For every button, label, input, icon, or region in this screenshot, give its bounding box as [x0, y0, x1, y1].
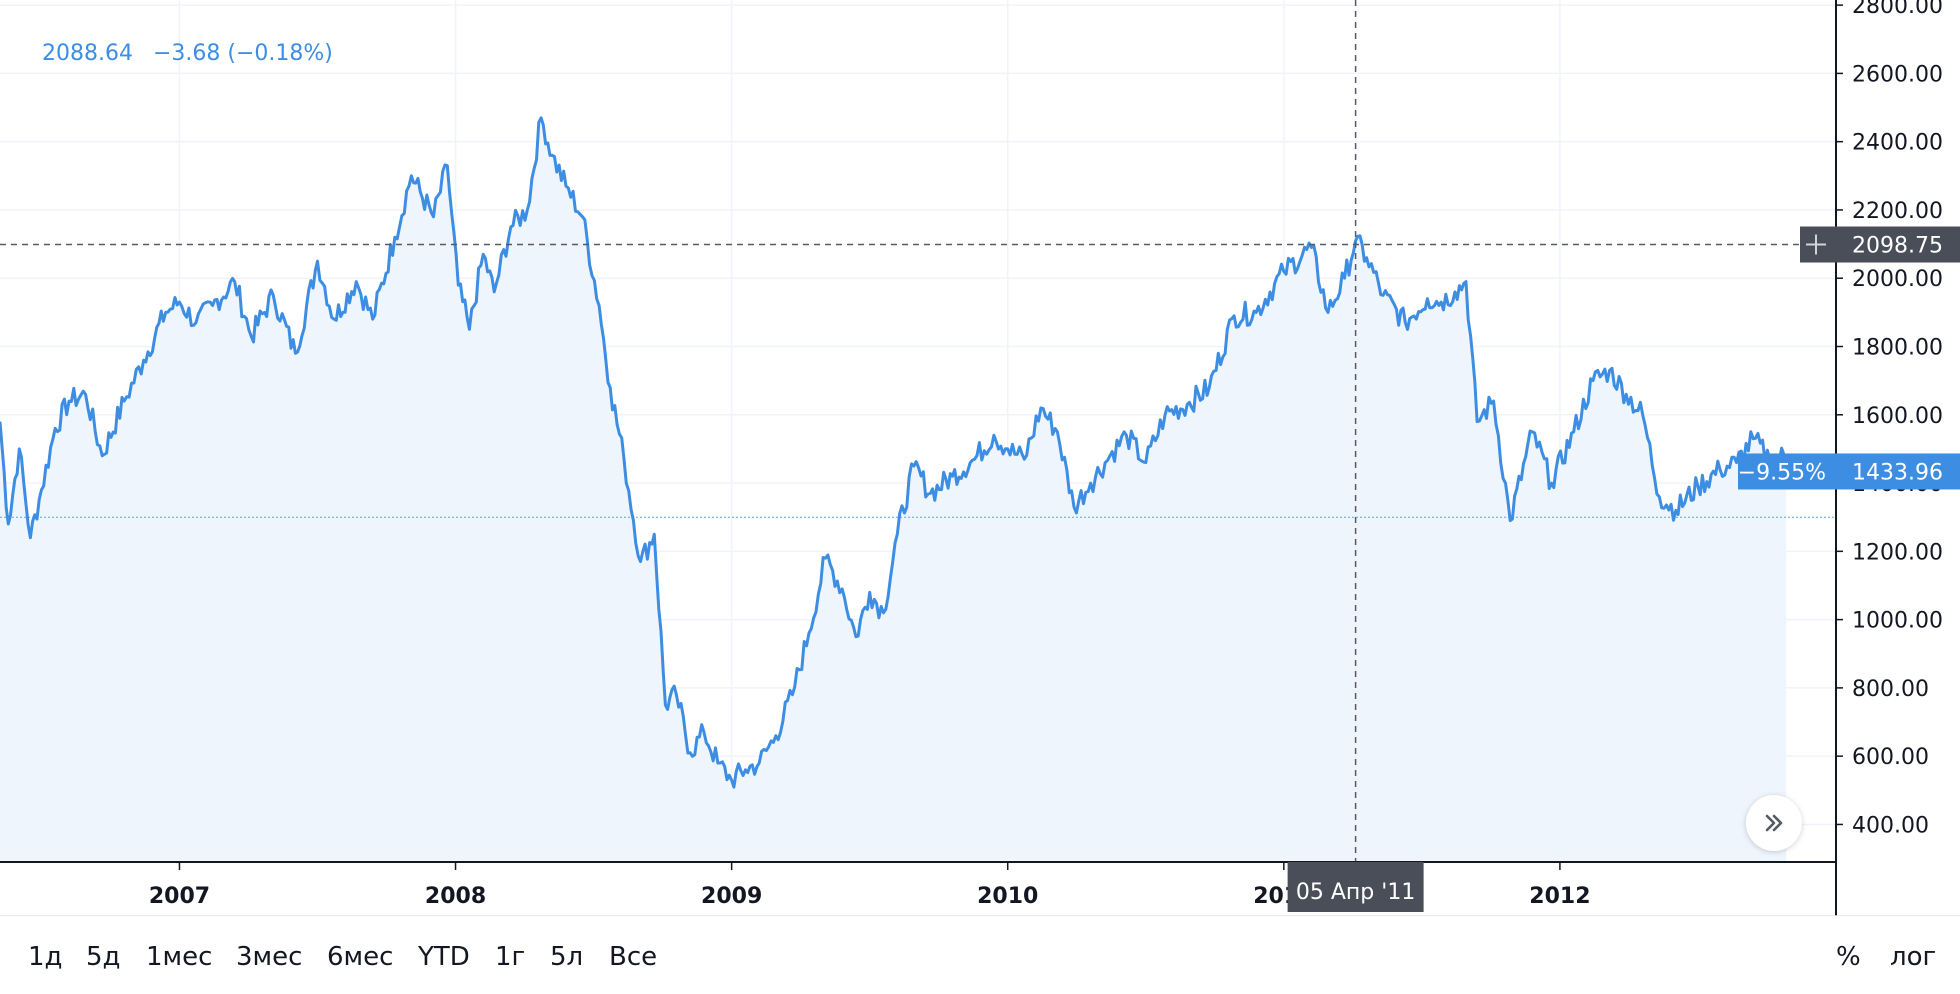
double-chevron-right-icon — [1765, 814, 1783, 832]
crosshair-plus-icon — [1806, 234, 1826, 255]
y-tick-label-7: 1800.00 — [1852, 336, 1943, 361]
range-button-5y[interactable]: 5л — [550, 942, 584, 972]
y-tick-label-12: 2800.00 — [1852, 0, 1943, 19]
range-button-ytd[interactable]: YTD — [418, 942, 470, 972]
y-tick-label-6: 1600.00 — [1852, 404, 1943, 429]
price-chart[interactable]: 400.00600.00800.001000.001200.001400.001… — [0, 0, 1960, 916]
last-price-value: 1433.96 — [1852, 460, 1943, 485]
y-tick-label-3: 1000.00 — [1852, 609, 1943, 634]
x-tick-label-1: 2008 — [425, 884, 486, 909]
price-line-path — [0, 116, 1787, 789]
x-tick-label-2: 2009 — [701, 884, 762, 909]
last-price-label-bg — [1738, 453, 1960, 490]
x-tick-label-0: 2007 — [149, 884, 210, 909]
price-legend: 2088.64 −3.68 (−0.18%) — [28, 16, 353, 66]
crosshair-date-value: 05 Апр '11 — [1296, 880, 1415, 905]
legend-last-price: 2088.64 — [42, 41, 133, 66]
y-tick-label-10: 2400.00 — [1852, 131, 1943, 156]
range-button-1y[interactable]: 1г — [495, 942, 526, 972]
y-tick-label-9: 2200.00 — [1852, 199, 1943, 224]
price-area — [0, 117, 1787, 863]
crosshair-price-value: 2098.75 — [1852, 234, 1943, 259]
crosshair-date-label: 05 Апр '11 — [1287, 862, 1424, 912]
crosshair-price-label: 2098.75 — [1800, 226, 1960, 263]
y-tick-label-8: 2000.00 — [1852, 267, 1943, 292]
range-toolbar: 1д 5д 1мес 3мес 6мес YTD 1г 5л Все % лог — [0, 916, 1960, 994]
crosshair-date-label-bg — [1287, 862, 1424, 912]
price-area-fill — [0, 117, 1787, 863]
range-button-all[interactable]: Все — [609, 942, 658, 972]
range-button-6m[interactable]: 6мес — [327, 942, 394, 972]
last-price-label: −9.55% 1433.96 — [1738, 453, 1960, 490]
y-tick-label-2: 800.00 — [1852, 677, 1929, 702]
y-tick-label-4: 1200.00 — [1852, 540, 1943, 565]
scroll-to-realtime-button[interactable] — [1746, 795, 1802, 851]
percent-scale-button[interactable]: % — [1836, 942, 1861, 972]
y-tick-label-1: 600.00 — [1852, 745, 1929, 770]
crosshair — [0, 0, 1836, 862]
range-button-1d[interactable]: 1д — [28, 942, 63, 972]
log-scale-button[interactable]: лог — [1890, 942, 1937, 972]
last-price-percent: −9.55% — [1738, 460, 1826, 485]
y-tick-label-11: 2600.00 — [1852, 62, 1943, 87]
range-button-1m[interactable]: 1мес — [146, 942, 213, 972]
legend-change: −3.68 (−0.18%) — [152, 41, 333, 66]
x-tick-label-3: 2010 — [977, 884, 1038, 909]
price-line — [0, 116, 1787, 789]
range-button-5d[interactable]: 5д — [86, 942, 121, 972]
range-button-3m[interactable]: 3мес — [236, 942, 303, 972]
axis-labels: 400.00600.00800.001000.001200.001400.001… — [149, 0, 1960, 912]
x-tick-label-5: 2012 — [1529, 884, 1590, 909]
y-tick-label-0: 400.00 — [1852, 813, 1929, 838]
crosshair-price-label-bg — [1800, 226, 1960, 263]
